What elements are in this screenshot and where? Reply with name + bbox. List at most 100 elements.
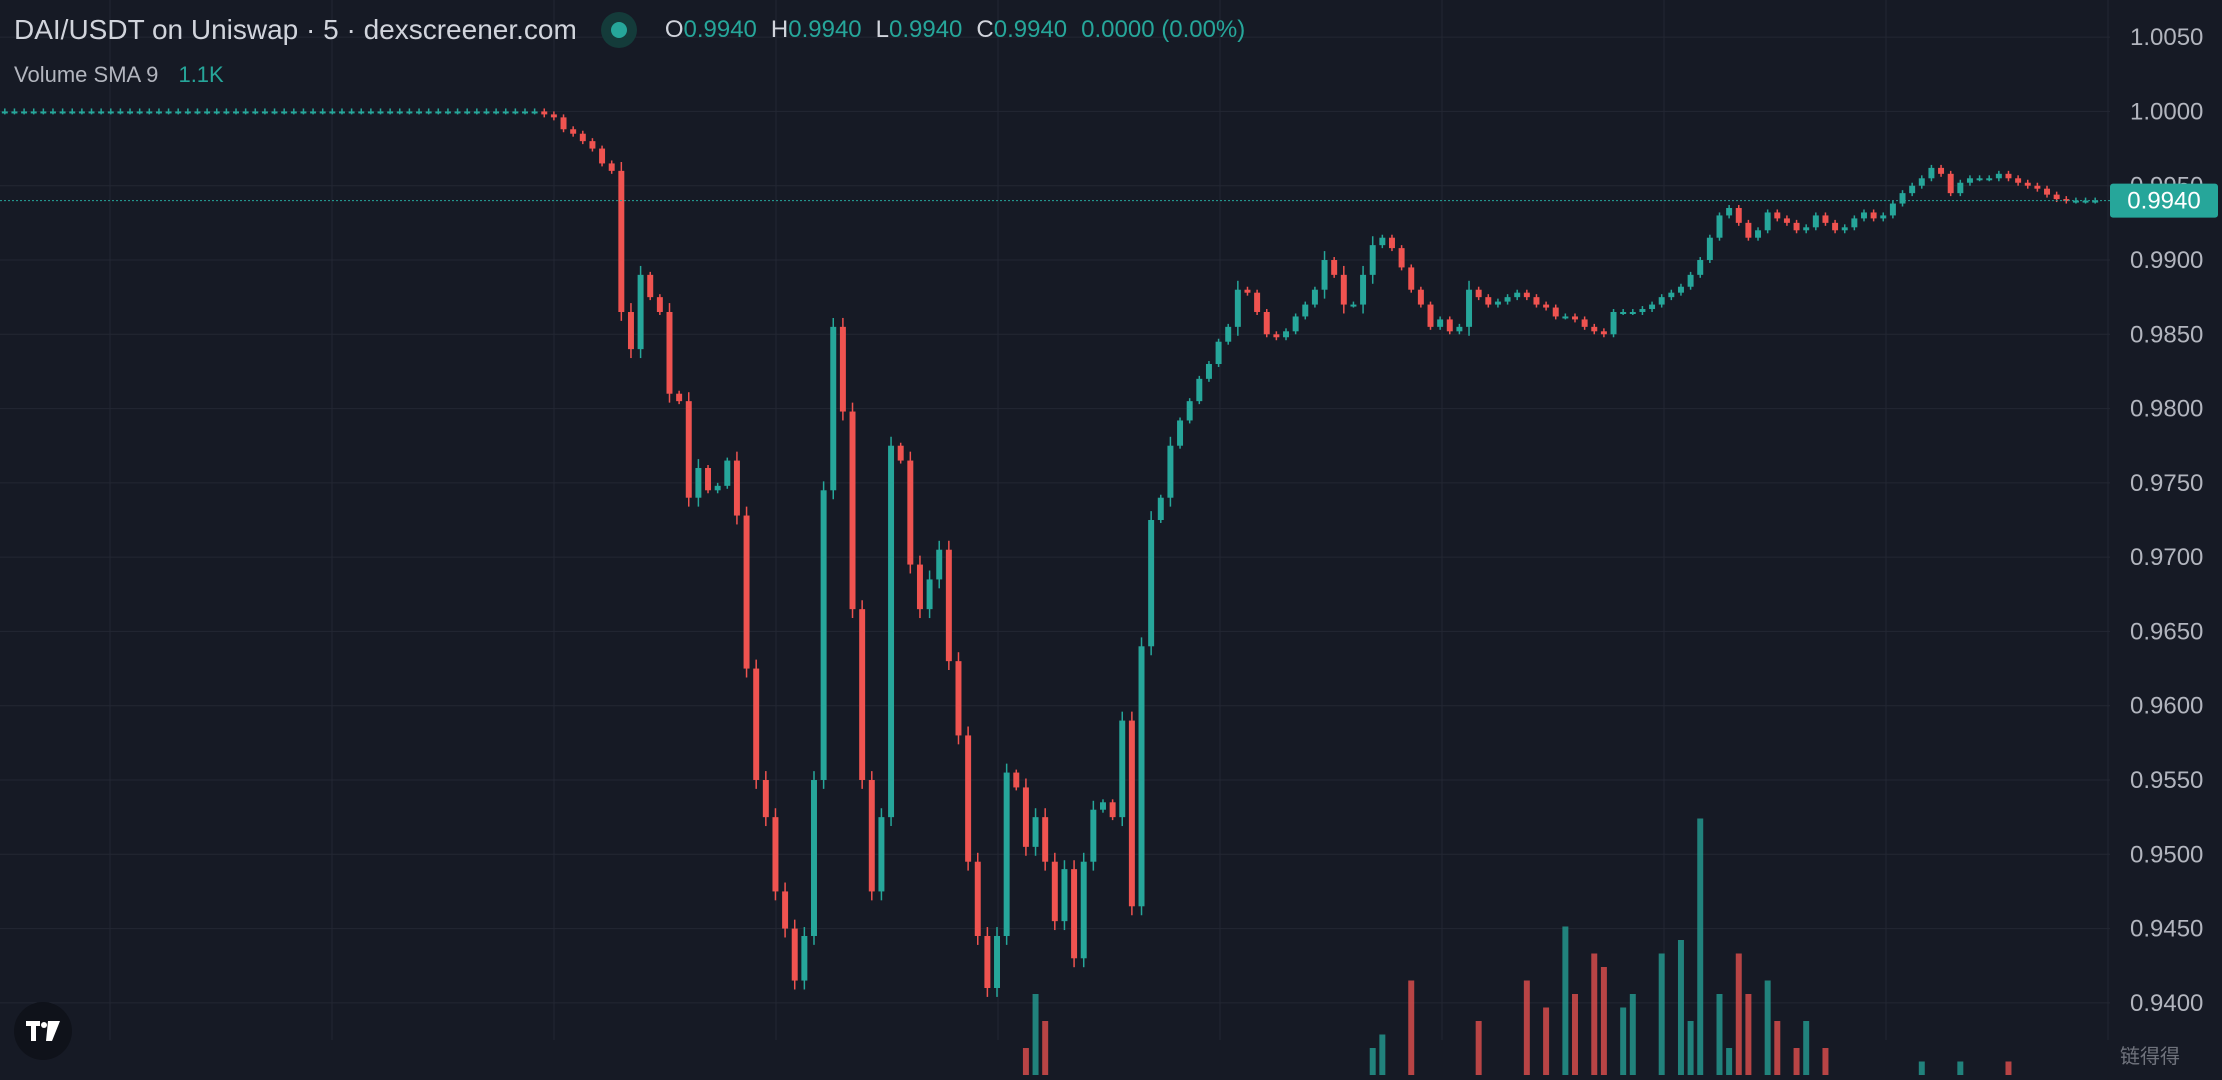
candle-body [1706,237,1713,260]
candle-body [11,111,18,114]
volume-bar [1042,1021,1049,1075]
candle-body [1398,248,1405,268]
candle-body [868,780,875,892]
candle-body [49,111,56,114]
candle-body [348,111,355,114]
volume-bar [2005,1061,2012,1075]
candle-body [1379,237,1386,246]
candle-body [849,411,856,610]
candle-body [1677,286,1684,293]
candle-body [338,111,345,114]
candle-body [165,111,172,114]
candle-body [541,111,548,115]
volume-legend[interactable]: Volume SMA 9 1.1K [14,62,224,88]
candle-body [1273,334,1280,338]
candle-body [656,297,663,312]
candle-body [1822,215,1829,223]
candle-body [1658,297,1665,305]
volume-bar [1620,1007,1627,1075]
candle-body [2005,173,2012,179]
candle-body [300,111,307,114]
volume-bar [1745,994,1752,1075]
candle-body [1716,215,1723,238]
price-change: 0.0000 (0.00%) [1081,16,1246,43]
y-tick-label: 0.9750 [2130,470,2203,497]
candle-body [329,111,336,114]
y-tick-label: 0.9700 [2130,544,2203,571]
candle-body [223,111,230,114]
candle-body [1591,326,1598,332]
candle-body [955,661,962,736]
candle-body [233,111,239,114]
candle-body [1292,316,1299,332]
candle-body [512,111,519,114]
candle-body [1167,445,1174,498]
candle-body [1697,260,1704,275]
candle-body [1687,274,1694,287]
candle-body [1022,787,1029,847]
candle-body [1205,364,1212,379]
candle-body [1302,304,1309,317]
candle-body [1244,289,1251,293]
y-tick-label: 1.0050 [2130,24,2203,51]
candle-body [753,668,760,780]
candle-body [1061,869,1068,922]
candle-body [1851,218,1858,228]
candle-body [1494,301,1501,305]
candle-body [396,111,403,114]
volume-value: 1.1K [178,62,224,87]
candle-body [213,111,220,114]
candle-body [1177,420,1184,446]
candle-body [1639,309,1646,312]
candle-body [1360,274,1367,305]
volume-bar [1379,1034,1386,1075]
candle-body [107,111,114,114]
candle-body [261,111,268,114]
candle-body [1870,212,1877,219]
candle-body [473,111,480,114]
tradingview-logo-icon[interactable] [14,1002,72,1060]
candle-body [2024,182,2031,186]
candle-body [1456,326,1463,332]
candle-body [570,129,577,134]
candle-body [1138,646,1145,907]
candle-body [1311,289,1318,305]
y-tick-label: 0.9800 [2130,396,2203,423]
chart-legend: DAI/USDT on Uniswap · 5 · dexscreener.co… [14,12,1245,48]
candle-body [714,485,721,491]
candle-body [1128,720,1135,907]
candle-body [1109,802,1116,818]
candle-body [1841,227,1848,231]
candle-body [416,111,423,114]
candle-body [1408,267,1415,290]
candle-body [194,111,201,114]
candle-body [1803,227,1810,231]
candle-body [897,445,904,461]
candle-body [425,111,432,114]
candle-body [1321,260,1328,290]
candle-body [30,111,37,114]
market-status-icon [600,12,637,48]
candle-body [175,111,182,114]
candle-body [685,401,692,498]
candle-body [1745,222,1752,238]
candle-body [1523,292,1530,298]
candle-body [1600,331,1607,335]
candle-body [1013,772,1020,788]
candle-body [1331,260,1338,275]
candle-body [502,111,509,114]
candle-body [1861,212,1867,219]
candle-body [1947,173,1954,194]
candle-body [1562,316,1569,319]
candle-body [1119,720,1126,818]
candle-body [550,114,557,118]
volume-bar [1629,994,1636,1075]
price-axis-background [2110,0,2222,1080]
candle-body [1080,861,1087,959]
volume-bar [1716,994,1723,1075]
candle-body [627,312,634,350]
volume-bar [1591,953,1598,1075]
candle-body [204,111,211,114]
symbol-title[interactable]: DAI/USDT on Uniswap · 5 · dexscreener.co… [14,14,577,45]
